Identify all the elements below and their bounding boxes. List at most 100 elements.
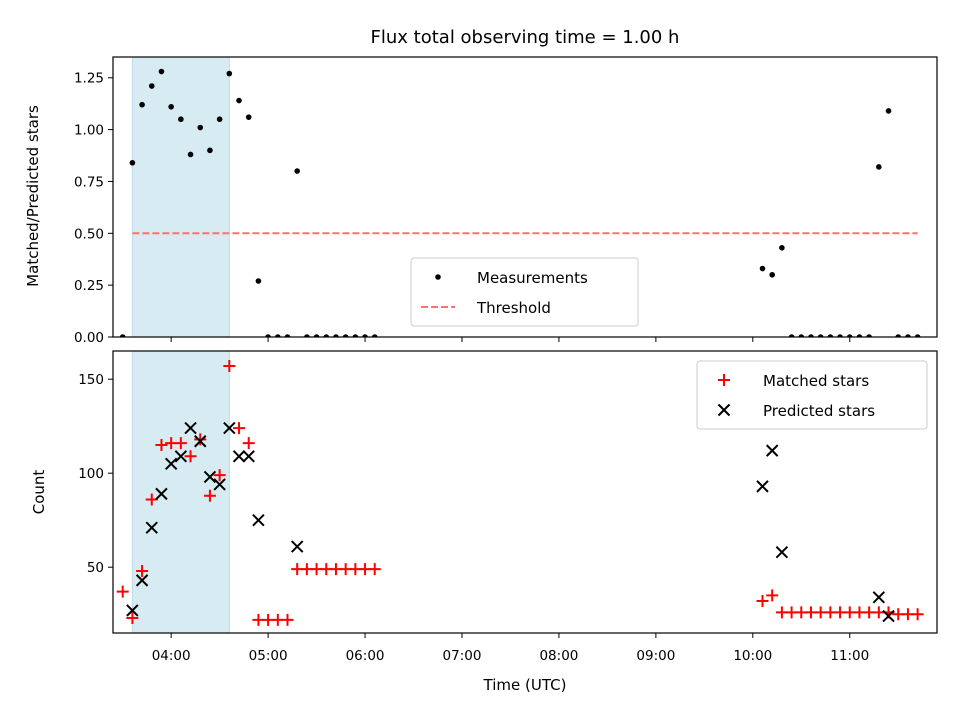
measurements-point bbox=[236, 97, 242, 104]
matched-stars-point bbox=[242, 437, 255, 450]
matched-stars-point bbox=[213, 469, 226, 482]
predicted-stars-point bbox=[765, 444, 779, 457]
predicted-stars-point bbox=[232, 450, 246, 463]
measurements-point bbox=[333, 334, 339, 337]
measurements-point bbox=[817, 334, 824, 337]
predicted-stars-point bbox=[155, 487, 168, 501]
predicted-stars-point bbox=[126, 604, 139, 617]
measurements-point bbox=[139, 101, 145, 108]
matched-stars-point bbox=[126, 611, 139, 624]
bottom-legend-label: Predicted stars bbox=[763, 402, 875, 420]
predicted-stars-point bbox=[203, 470, 217, 484]
bottom-y-tick-label: 150 bbox=[78, 372, 104, 388]
measurements-point bbox=[129, 159, 136, 166]
bottom-x-tick-label: 07:00 bbox=[443, 648, 482, 664]
measurements-point bbox=[245, 114, 252, 120]
predicted-stars-point bbox=[252, 513, 265, 527]
measurements-point bbox=[294, 168, 300, 174]
matched-stars-point bbox=[756, 595, 769, 608]
measurements-point bbox=[275, 334, 281, 337]
measurements-point bbox=[216, 116, 223, 123]
bottom-x-tick-label: 10:00 bbox=[733, 648, 772, 664]
measurements-point bbox=[265, 334, 271, 337]
predicted-stars-point bbox=[135, 574, 149, 587]
measurements-point bbox=[148, 83, 155, 89]
bottom-x-tick-label: 11:00 bbox=[830, 648, 869, 664]
matched-stars-point bbox=[281, 613, 294, 626]
top-panel: 0.00 0.25 0.50 0.75 1.00 1.25 Measurements Thre… bbox=[74, 56, 938, 346]
measurements-point bbox=[362, 334, 368, 337]
measurements-point bbox=[837, 334, 843, 337]
top-y-axis-label: Matched/Predicted stars bbox=[24, 105, 42, 287]
top-legend-label: Threshold bbox=[476, 299, 551, 317]
measurements-point bbox=[178, 116, 184, 123]
predicted-stars-point bbox=[174, 450, 188, 463]
measurements-point bbox=[769, 271, 775, 278]
top-legend bbox=[410, 257, 639, 327]
measurements-point bbox=[284, 334, 291, 337]
matched-stars-point bbox=[184, 450, 197, 463]
predicted-stars-point bbox=[223, 421, 236, 435]
bottom-shaded-span bbox=[131, 350, 230, 634]
bottom-legend bbox=[696, 360, 928, 430]
bottom-legend-label: Matched stars bbox=[763, 372, 869, 390]
x-axis-label: Time (UTC) bbox=[483, 676, 567, 694]
measurements-point bbox=[304, 334, 310, 337]
measurements-point bbox=[119, 334, 126, 337]
measurements-point bbox=[895, 334, 902, 337]
predicted-stars-point bbox=[194, 435, 207, 448]
top-y-tick-label: 0.50 bbox=[74, 226, 104, 242]
predicted-stars-point bbox=[164, 457, 178, 471]
top-chart-title: Flux total observing time = 1.00 h bbox=[371, 27, 680, 48]
measurements-point bbox=[856, 334, 863, 337]
measurements-point bbox=[866, 334, 872, 337]
bottom-x-tick-label: 08:00 bbox=[539, 648, 578, 664]
predicted-stars-point bbox=[756, 480, 769, 493]
top-y-tick-label: 1.25 bbox=[74, 71, 104, 87]
top-axes-frame bbox=[112, 56, 938, 338]
measurements-point bbox=[371, 334, 378, 337]
matched-stars-point bbox=[766, 589, 779, 602]
measurements-point bbox=[352, 334, 359, 337]
measurements-point bbox=[323, 334, 330, 337]
top-y-tick-label: 0.00 bbox=[74, 330, 104, 346]
measurements-point bbox=[158, 68, 165, 75]
measurements-point bbox=[846, 334, 853, 337]
measurements-point bbox=[876, 164, 882, 170]
predicted-stars-point bbox=[290, 540, 304, 553]
matched-stars-point bbox=[155, 439, 168, 451]
measurements-point bbox=[197, 124, 204, 131]
matched-stars-point bbox=[223, 360, 236, 373]
top-legend-marker bbox=[435, 274, 441, 280]
measurements-point bbox=[779, 245, 785, 251]
measurements-point bbox=[255, 278, 262, 284]
bottom-axes-frame bbox=[112, 350, 938, 634]
measurements-point bbox=[759, 265, 766, 272]
matched-stars-point bbox=[233, 422, 246, 435]
top-y-tick-label: 1.00 bbox=[74, 123, 104, 139]
predicted-stars-point bbox=[882, 609, 895, 623]
matched-stars-point bbox=[203, 489, 216, 502]
bottom-x-tick-label: 09:00 bbox=[636, 648, 675, 664]
predicted-stars-point bbox=[213, 478, 226, 491]
measurements-point bbox=[313, 334, 320, 337]
measurements-point bbox=[226, 70, 233, 77]
measurements-point bbox=[187, 151, 194, 158]
predicted-stars-point bbox=[242, 450, 255, 463]
measurements-point bbox=[788, 334, 795, 337]
measurements-point bbox=[207, 147, 213, 154]
measurements-point bbox=[885, 108, 892, 114]
bottom-x-tick-label: 04:00 bbox=[152, 648, 191, 664]
bottom-panel: 50 100 150 04:00 05:00 06:00 07:00 08:00 09:00 10… bbox=[78, 350, 938, 664]
predicted-stars-point bbox=[872, 591, 886, 604]
measurements-point bbox=[808, 334, 814, 337]
bottom-legend-marker bbox=[717, 403, 731, 417]
bottom-y-tick-label: 100 bbox=[78, 466, 104, 482]
matched-stars-point bbox=[116, 585, 129, 598]
measurements-point bbox=[827, 334, 834, 337]
measurements-point bbox=[342, 334, 349, 337]
matched-stars-point bbox=[194, 433, 207, 446]
predicted-stars-point bbox=[184, 421, 197, 435]
top-legend-label: Measurements bbox=[477, 269, 588, 287]
